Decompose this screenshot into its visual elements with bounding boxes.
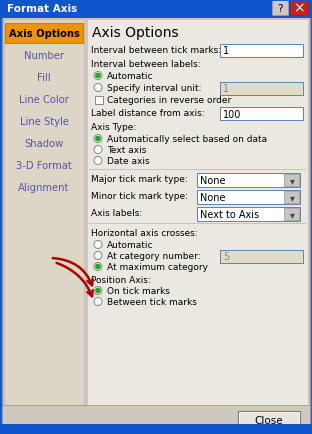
Text: Interval between tick marks:: Interval between tick marks: (91, 46, 221, 55)
Bar (220, 108, 303, 121)
Bar (284, 191, 299, 204)
Text: Horizontal axis crosses:: Horizontal axis crosses: (91, 228, 197, 237)
Text: Line Style: Line Style (20, 117, 69, 127)
Bar (284, 174, 299, 187)
Text: Automatic: Automatic (107, 72, 154, 81)
Text: None: None (200, 176, 226, 186)
Text: 1: 1 (223, 46, 229, 56)
Circle shape (96, 137, 100, 141)
Bar (220, 250, 303, 263)
Circle shape (94, 157, 102, 165)
Text: None: None (200, 193, 226, 203)
Text: Minor tick mark type:: Minor tick mark type: (91, 191, 188, 201)
Text: ?: ? (277, 3, 283, 13)
Text: Between tick marks: Between tick marks (107, 297, 197, 306)
Circle shape (94, 135, 102, 143)
Text: ×: × (293, 1, 305, 16)
Text: Categories in reverse order: Categories in reverse order (107, 96, 231, 105)
Circle shape (94, 72, 102, 80)
Text: Number: Number (24, 51, 64, 61)
Text: Interval between labels:: Interval between labels: (91, 60, 201, 69)
Text: Line Color: Line Color (19, 95, 69, 105)
Bar (238, 411, 300, 429)
Text: 100: 100 (223, 109, 241, 119)
Bar (0, 0, 312, 18)
Bar (2, 405, 310, 432)
Circle shape (94, 263, 102, 271)
Bar (197, 174, 300, 187)
Text: Axis labels:: Axis labels: (91, 208, 142, 217)
Bar (5, 24, 83, 44)
Circle shape (96, 265, 100, 269)
Text: Axis Options: Axis Options (92, 26, 179, 40)
Circle shape (96, 74, 100, 79)
Bar (272, 1, 288, 16)
Text: Alignment: Alignment (18, 183, 70, 193)
Text: Text axis: Text axis (107, 146, 146, 155)
Circle shape (94, 298, 102, 306)
Text: At category number:: At category number: (107, 251, 201, 260)
Text: ▾: ▾ (290, 176, 295, 186)
Bar (0, 424, 312, 434)
Bar (290, 1, 308, 16)
Circle shape (94, 252, 102, 260)
Text: Date axis: Date axis (107, 157, 150, 166)
Text: 1: 1 (223, 84, 229, 94)
Text: Axis Options: Axis Options (8, 29, 80, 39)
Text: Automatically select based on data: Automatically select based on data (107, 135, 267, 144)
Text: Close: Close (255, 415, 283, 425)
Text: Automatic: Automatic (107, 240, 154, 250)
Text: At maximum category: At maximum category (107, 263, 208, 271)
Bar (220, 45, 303, 58)
Text: On tick marks: On tick marks (107, 286, 170, 295)
Bar (4, 20, 84, 406)
Text: Major tick mark type:: Major tick mark type: (91, 174, 188, 184)
Circle shape (94, 146, 102, 154)
Text: Fill: Fill (37, 73, 51, 83)
Bar (220, 83, 303, 96)
Text: Position Axis:: Position Axis: (91, 275, 151, 284)
Text: 5: 5 (223, 252, 229, 262)
Text: Axis Type:: Axis Type: (91, 123, 136, 132)
Text: Specify interval unit:: Specify interval unit: (107, 84, 202, 93)
Bar (87, 20, 308, 406)
Text: Format Axis: Format Axis (7, 4, 77, 14)
Bar (95, 97, 103, 105)
Bar (284, 208, 299, 220)
Text: ▾: ▾ (290, 210, 295, 220)
Circle shape (94, 84, 102, 92)
Text: ▾: ▾ (290, 193, 295, 203)
Text: Label distance from axis:: Label distance from axis: (91, 109, 205, 118)
Circle shape (96, 289, 100, 293)
Bar (239, 412, 299, 428)
Text: Shadow: Shadow (24, 139, 64, 149)
Bar (197, 191, 300, 204)
Circle shape (94, 241, 102, 249)
Text: 3-D Format: 3-D Format (16, 161, 72, 171)
Circle shape (94, 287, 102, 295)
Text: Next to Axis: Next to Axis (200, 210, 259, 220)
Bar (197, 207, 300, 221)
